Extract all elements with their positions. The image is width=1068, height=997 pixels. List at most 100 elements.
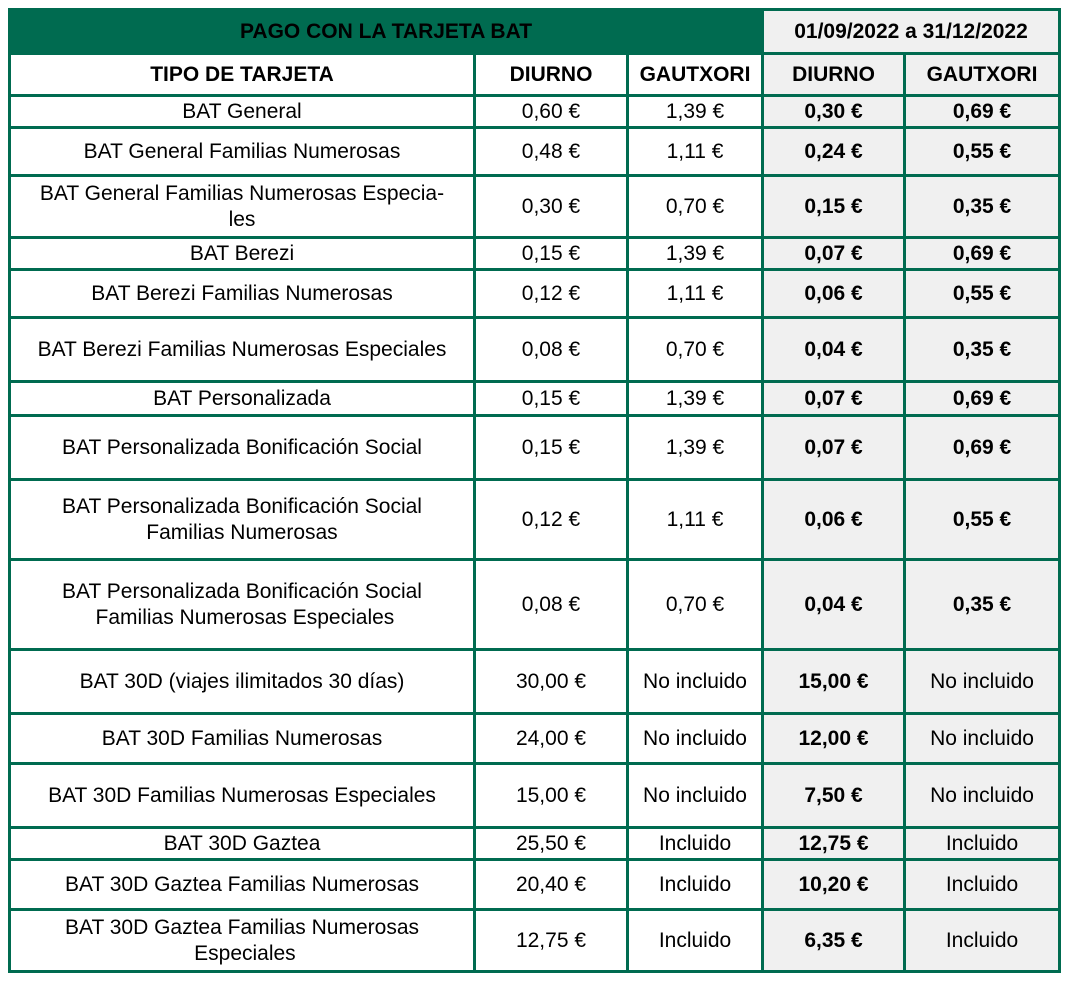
promo-diurno-price: 0,07 € <box>761 236 907 271</box>
gautxori-price: Incluido <box>625 858 765 911</box>
card-type-line: BAT General <box>182 99 302 123</box>
promo-diurno-price: 0,06 € <box>761 478 907 561</box>
diurno-price: 25,50 € <box>473 826 629 861</box>
promo-diurno-price: 0,04 € <box>761 558 907 651</box>
col-header-gautxori: GAUTXORI <box>625 52 765 97</box>
card-type-cell: BAT 30D Gaztea <box>8 826 476 861</box>
card-type-cell: BAT General Familias Numerosas <box>8 126 476 177</box>
card-type-cell: BAT Personalizada <box>8 380 476 417</box>
table-row: BAT 30D Gaztea 25,50 € Incluido 12,75 € Incl… <box>8 826 1062 861</box>
gautxori-price: 1,39 € <box>625 236 765 271</box>
card-type-cell: BAT Berezi Familias Numerosas <box>8 268 476 319</box>
promo-diurno-price: 0,07 € <box>761 414 907 481</box>
diurno-price: 0,12 € <box>473 268 629 319</box>
card-type-line: BAT 30D Familias Numerosas Especiales <box>48 783 436 807</box>
promo-diurno-price: 0,07 € <box>761 380 907 417</box>
promo-diurno-price: 0,30 € <box>761 94 907 129</box>
promo-gautxori-price: 0,69 € <box>903 94 1062 129</box>
promo-diurno-price: 12,75 € <box>761 826 907 861</box>
card-type-cell: BAT 30D Familias Numerosas Especiales <box>8 762 476 829</box>
promo-diurno-price: 10,20 € <box>761 858 907 911</box>
card-type-line: BAT 30D Gaztea Familias Numerosas <box>64 872 420 896</box>
promo-gautxori-price: 0,55 € <box>903 478 1062 561</box>
gautxori-price: 1,39 € <box>625 380 765 417</box>
promo-period: 01/09/2022 a 31/12/2022 <box>761 8 1062 55</box>
card-type-cell: BAT Berezi <box>8 236 476 271</box>
table-row: BAT Personalizada 0,15 €1,39 €0,07 €0,69 … <box>8 380 1062 417</box>
diurno-price: 0,60 € <box>473 94 629 129</box>
card-type-line: BAT Berezi Familias Numerosas Especiales <box>37 337 447 361</box>
promo-diurno-price: 0,15 € <box>761 174 907 239</box>
diurno-price: 12,75 € <box>473 908 629 973</box>
card-type-line: BAT Berezi <box>189 241 295 265</box>
table-row: BAT Berezi 0,15 €1,39 €0,07 €0,69 € <box>8 236 1062 271</box>
promo-gautxori-price: 0,35 € <box>903 174 1062 239</box>
card-type-line: les <box>228 207 256 231</box>
gautxori-price: No incluido <box>625 648 765 715</box>
gautxori-price: Incluido <box>625 826 765 861</box>
gautxori-price: 1,39 € <box>625 414 765 481</box>
diurno-price: 0,30 € <box>473 174 629 239</box>
table-row: BAT 30D Familias Numerosas Especiales 15,… <box>8 762 1062 829</box>
card-type-cell: BAT 30D Gaztea Familias Numerosas <box>8 858 476 911</box>
promo-diurno-price: 0,06 € <box>761 268 907 319</box>
promo-gautxori-price: 0,35 € <box>903 316 1062 383</box>
card-type-line: BAT 30D (viajes ilimitados 30 días) <box>79 669 405 693</box>
table-row: BAT Berezi Familias Numerosas Especiales… <box>8 316 1062 383</box>
gautxori-price: 0,70 € <box>625 174 765 239</box>
gautxori-price: No incluido <box>625 762 765 829</box>
table-row: BAT 30D Gaztea Familias Numerosas 20,40 €… <box>8 858 1062 911</box>
gautxori-price: 1,39 € <box>625 94 765 129</box>
gautxori-price: 1,11 € <box>625 268 765 319</box>
diurno-price: 30,00 € <box>473 648 629 715</box>
card-type-line: BAT 30D Familias Numerosas <box>101 726 383 750</box>
card-type-cell: BAT Personalizada Bonificación Social Fam… <box>8 478 476 561</box>
card-type-line: BAT Berezi Familias Numerosas <box>91 281 393 305</box>
diurno-price: 0,15 € <box>473 380 629 417</box>
diurno-price: 0,08 € <box>473 316 629 383</box>
table-row: BAT General Familias Numerosas Especia-l… <box>8 174 1062 239</box>
table-row: BAT 30D Gaztea Familias Numerosas Especi… <box>8 908 1062 973</box>
col-header-promo-gautxori: GAUTXORI <box>903 52 1062 97</box>
promo-gautxori-price: 0,35 € <box>903 558 1062 651</box>
diurno-price: 0,15 € <box>473 414 629 481</box>
card-type-line: BAT General Familias Numerosas Especia- <box>39 181 445 205</box>
card-type-line: BAT Personalizada Bonificación Social <box>62 494 422 518</box>
promo-gautxori-price: 0,69 € <box>903 380 1062 417</box>
diurno-price: 20,40 € <box>473 858 629 911</box>
gautxori-price: No incluido <box>625 712 765 765</box>
table-row: BAT General Familias Numerosas 0,48 €1,11… <box>8 126 1062 177</box>
card-type-line: BAT 30D Gaztea Familias Numerosas <box>64 915 420 939</box>
fare-table: PAGO CON LA TARJETA BAT 01/09/2022 a 31/… <box>7 8 1062 973</box>
promo-gautxori-price: 0,55 € <box>903 268 1062 319</box>
card-type-line: BAT Personalizada Bonificación Social <box>62 579 422 603</box>
diurno-price: 0,48 € <box>473 126 629 177</box>
card-type-cell: BAT General <box>8 94 476 129</box>
card-type-cell: BAT 30D Gaztea Familias Numerosas Especi… <box>8 908 476 973</box>
col-header-diurno: DIURNO <box>473 52 629 97</box>
card-type-line: Familias Numerosas <box>146 520 338 544</box>
promo-diurno-price: 12,00 € <box>761 712 907 765</box>
promo-gautxori-price: 0,69 € <box>903 236 1062 271</box>
diurno-price: 0,15 € <box>473 236 629 271</box>
gautxori-price: 0,70 € <box>625 316 765 383</box>
promo-gautxori-price: Incluido <box>903 858 1062 911</box>
diurno-price: 15,00 € <box>473 762 629 829</box>
col-header-tipo: TIPO DE TARJETA <box>8 52 476 97</box>
card-type-line: BAT Personalizada Bonificación Social <box>62 435 422 459</box>
promo-gautxori-price: 0,55 € <box>903 126 1062 177</box>
table-row: BAT 30D (viajes ilimitados 30 días) 30,00… <box>8 648 1062 715</box>
diurno-price: 0,08 € <box>473 558 629 651</box>
diurno-price: 24,00 € <box>473 712 629 765</box>
table-row: BAT Personalizada Bonificación Social Fam… <box>8 478 1062 561</box>
col-header-promo-diurno: DIURNO <box>761 52 907 97</box>
gautxori-price: 1,11 € <box>625 126 765 177</box>
table-row: BAT Berezi Familias Numerosas 0,12 €1,11 … <box>8 268 1062 319</box>
promo-diurno-price: 7,50 € <box>761 762 907 829</box>
promo-diurno-price: 0,04 € <box>761 316 907 383</box>
gautxori-price: 0,70 € <box>625 558 765 651</box>
card-type-line: BAT Personalizada <box>153 386 331 410</box>
card-type-line: Especiales <box>188 941 296 965</box>
gautxori-price: 1,11 € <box>625 478 765 561</box>
table-row: BAT Personalizada Bonificación Social 0,1… <box>8 414 1062 481</box>
